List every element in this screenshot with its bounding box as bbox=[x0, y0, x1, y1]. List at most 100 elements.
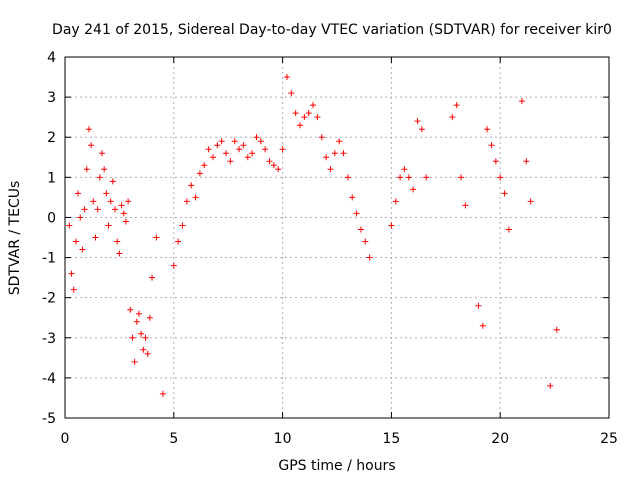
data-point bbox=[144, 350, 151, 357]
data-point bbox=[462, 202, 469, 209]
data-point bbox=[553, 326, 560, 333]
data-point bbox=[392, 198, 399, 205]
data-point bbox=[484, 126, 491, 133]
data-point bbox=[418, 126, 425, 133]
data-point bbox=[146, 314, 153, 321]
x-tick-label: 5 bbox=[169, 431, 178, 447]
grid-lines bbox=[65, 57, 609, 418]
y-tick-label: -2 bbox=[42, 291, 56, 307]
data-point bbox=[423, 174, 430, 181]
data-point bbox=[205, 146, 212, 153]
data-point bbox=[107, 198, 114, 205]
data-point bbox=[357, 226, 364, 233]
data-point bbox=[362, 238, 369, 245]
data-point bbox=[414, 118, 421, 125]
data-points bbox=[66, 74, 560, 397]
data-point bbox=[77, 214, 84, 221]
data-point bbox=[201, 162, 208, 169]
data-point bbox=[68, 270, 75, 277]
data-point bbox=[159, 390, 166, 397]
data-point bbox=[75, 190, 82, 197]
data-point bbox=[231, 138, 238, 145]
data-point bbox=[505, 226, 512, 233]
data-point bbox=[131, 358, 138, 365]
data-point bbox=[70, 286, 77, 293]
x-tick-label: 25 bbox=[600, 431, 618, 447]
data-point bbox=[118, 202, 125, 209]
data-point bbox=[547, 382, 554, 389]
data-point bbox=[170, 262, 177, 269]
data-point bbox=[175, 238, 182, 245]
data-point bbox=[266, 158, 273, 165]
data-point bbox=[318, 134, 325, 141]
data-point bbox=[192, 194, 199, 201]
y-tick-label: 1 bbox=[47, 170, 56, 186]
data-point bbox=[327, 166, 334, 173]
data-point bbox=[366, 254, 373, 261]
data-point bbox=[527, 198, 534, 205]
data-point bbox=[488, 142, 495, 149]
data-point bbox=[458, 174, 465, 181]
y-tick-label: -1 bbox=[42, 251, 56, 267]
data-point bbox=[112, 206, 119, 213]
plot-frame bbox=[64, 56, 610, 419]
y-tick-label: -5 bbox=[42, 411, 56, 427]
data-point bbox=[405, 174, 412, 181]
data-point bbox=[292, 110, 299, 117]
data-point bbox=[114, 238, 121, 245]
data-point bbox=[323, 154, 330, 161]
axis-ticks: 0 5 10 15 20 25 -5 -4 -3 -2 -1 0 1 2 3 4 bbox=[42, 50, 618, 447]
data-point bbox=[140, 346, 147, 353]
data-point bbox=[183, 198, 190, 205]
data-point bbox=[288, 90, 295, 97]
y-tick-label: 0 bbox=[47, 210, 56, 226]
data-point bbox=[279, 146, 286, 153]
data-point bbox=[214, 142, 221, 149]
data-point bbox=[301, 114, 308, 121]
data-point bbox=[218, 138, 225, 145]
data-point bbox=[129, 334, 136, 341]
data-point bbox=[453, 102, 460, 109]
data-point bbox=[336, 138, 343, 145]
data-point bbox=[283, 74, 290, 81]
data-point bbox=[81, 206, 88, 213]
x-tick-label: 0 bbox=[61, 431, 70, 447]
data-point bbox=[310, 102, 317, 109]
data-point bbox=[142, 334, 149, 341]
data-point bbox=[340, 150, 347, 157]
data-point bbox=[94, 206, 101, 213]
data-point bbox=[344, 174, 351, 181]
x-tick-label: 10 bbox=[274, 431, 292, 447]
chart-title: Day 241 of 2015, Sidereal Day-to-day VTE… bbox=[52, 22, 612, 38]
data-point bbox=[122, 218, 129, 225]
data-point bbox=[262, 146, 269, 153]
data-point bbox=[83, 166, 90, 173]
data-point bbox=[133, 318, 140, 325]
data-point bbox=[138, 330, 145, 337]
data-point bbox=[116, 250, 123, 257]
data-point bbox=[72, 238, 79, 245]
x-axis-label: GPS time / hours bbox=[278, 458, 395, 474]
y-tick-label: 2 bbox=[47, 130, 56, 146]
data-point bbox=[353, 210, 360, 217]
data-point bbox=[492, 158, 499, 165]
data-point bbox=[314, 114, 321, 121]
data-point bbox=[397, 174, 404, 181]
data-point bbox=[518, 98, 525, 105]
data-point bbox=[257, 138, 264, 145]
data-point bbox=[135, 310, 142, 317]
data-point bbox=[125, 198, 132, 205]
data-point bbox=[410, 186, 417, 193]
data-point bbox=[127, 306, 134, 313]
data-point bbox=[270, 162, 277, 169]
data-point bbox=[88, 142, 95, 149]
y-axis-label: SDTVAR / TECUs bbox=[7, 181, 23, 296]
data-point bbox=[331, 150, 338, 157]
data-point bbox=[401, 166, 408, 173]
data-point bbox=[227, 158, 234, 165]
data-point bbox=[90, 198, 97, 205]
y-tick-label: 4 bbox=[47, 50, 56, 66]
data-point bbox=[109, 178, 116, 185]
y-tick-label: -4 bbox=[42, 371, 56, 387]
